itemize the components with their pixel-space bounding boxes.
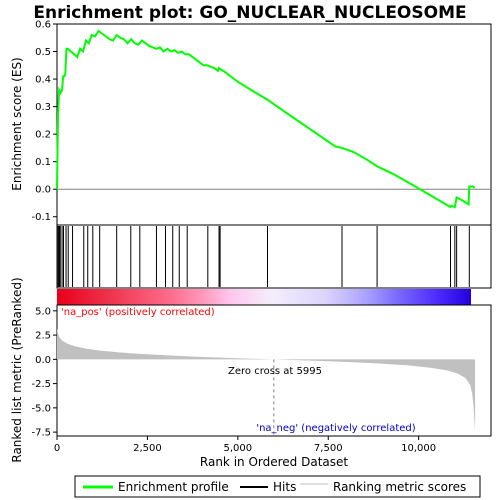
es-y-tick-label: 0.1 — [35, 157, 51, 168]
legend-item-enrichment-profile: Enrichment profile — [118, 480, 229, 494]
metric-x-tick-label: 2,500 — [133, 443, 162, 454]
metric-x-tick-label: 0 — [54, 443, 60, 454]
metric-x-axis-label: Rank in Ordered Dataset — [200, 455, 348, 469]
negative-correlation-label: 'na_neg' (negatively correlated) — [256, 423, 415, 434]
es-y-axis-label: Enrichment score (ES) — [10, 57, 24, 190]
metric-y-axis: -7.5 -5.0 -2.5 0.0 2.5 5.0 — [31, 306, 57, 439]
es-y-tick-label: 0.3 — [35, 102, 51, 113]
legend-box — [74, 475, 481, 498]
legend-item-hits: Hits — [273, 480, 296, 494]
ranking-heat-bar — [57, 289, 471, 305]
heat-bar-gradient — [57, 289, 471, 305]
es-y-tick-label: 0.6 — [35, 20, 51, 31]
es-panel: -0.1 0.0 0.1 0.2 0.3 0.4 0.5 0.6 Enrichment sco… — [10, 20, 492, 226]
metric-x-axis: 0 2,500 5,000 7,500 10,000 — [54, 436, 436, 454]
metric-y-tick-label: -5.0 — [31, 403, 51, 414]
es-y-axis: -0.1 0.0 0.1 0.2 0.3 0.4 0.5 0.6 — [31, 20, 57, 223]
chart-title: Enrichment plot: GO_NUCLEAR_NUCLEOSOME — [33, 3, 466, 23]
hits-panel — [56, 224, 492, 289]
metric-x-tick-label: 7,500 — [314, 443, 343, 454]
metric-y-tick-label: -7.5 — [31, 428, 51, 439]
es-y-tick-label: 0.5 — [35, 47, 51, 58]
positive-correlation-label: 'na_pos' (positively correlated) — [61, 307, 215, 318]
metric-y-tick-label: 0.0 — [35, 355, 51, 366]
es-y-tick-label: -0.1 — [31, 212, 51, 223]
metric-y-tick-label: -2.5 — [31, 379, 51, 390]
metric-y-axis-label: Ranked list metric (PreRanked) — [10, 277, 24, 462]
hit-marks — [56, 226, 470, 287]
metric-panel-frame — [56, 304, 492, 437]
metric-x-tick-label: 10,000 — [401, 443, 436, 454]
es-y-tick-label: 0.2 — [35, 130, 51, 141]
es-profile-line — [56, 29, 476, 209]
legend-item-ranking-metric-scores: Ranking metric scores — [333, 480, 466, 494]
metric-y-tick-label: 5.0 — [35, 306, 51, 317]
legend: Enrichment profile Hits Ranking metric s… — [74, 475, 481, 498]
zero-cross-label: Zero cross at 5995 — [228, 366, 322, 377]
es-y-tick-label: 0.0 — [35, 185, 51, 196]
metric-x-tick-label: 5,000 — [224, 443, 253, 454]
es-y-tick-label: 0.4 — [35, 75, 51, 86]
metric-panel: -7.5 -5.0 -2.5 0.0 2.5 5.0 0 2,500 5,000 7,500 10… — [10, 277, 492, 469]
metric-y-tick-label: 2.5 — [35, 331, 51, 342]
